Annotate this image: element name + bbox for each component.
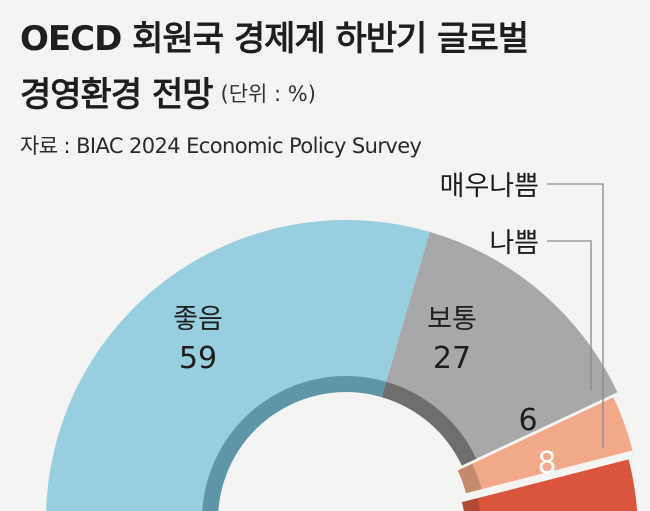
slice-3-inner-shade (457, 463, 482, 494)
slice-1-inner-shade (202, 376, 387, 511)
slice-3 (457, 397, 633, 494)
unit-label: (단위 : %) (220, 82, 316, 106)
value-label-2: 27 (433, 341, 471, 376)
source-note: 자료 : BIAC 2024 Economic Policy Survey (20, 134, 422, 158)
callout-label-4: 매우나쁨 (440, 171, 539, 202)
slice-4 (461, 459, 638, 511)
chart-title-line2: 경영환경 전망 (단위 : %) (20, 78, 316, 112)
category-label-1: 좋음 (173, 304, 223, 335)
chart-title-line1: OECD 회원국 경제계 하반기 글로벌 (20, 19, 529, 59)
value-label-4: 8 (537, 446, 556, 481)
value-label-3: 6 (518, 403, 537, 438)
callout-label-3: 나쁨 (489, 228, 539, 259)
slice-2 (381, 231, 618, 466)
slice-4-inner-shade (461, 498, 481, 511)
slice-2-inner-shade (381, 381, 477, 466)
value-label-1: 59 (179, 341, 217, 376)
callout-leader-4 (547, 183, 604, 448)
callout-leader-3 (547, 240, 592, 390)
category-label-2: 보통 (427, 304, 477, 335)
chart-title-line2-text: 경영환경 전망 (20, 75, 214, 115)
slice-1 (46, 220, 430, 511)
